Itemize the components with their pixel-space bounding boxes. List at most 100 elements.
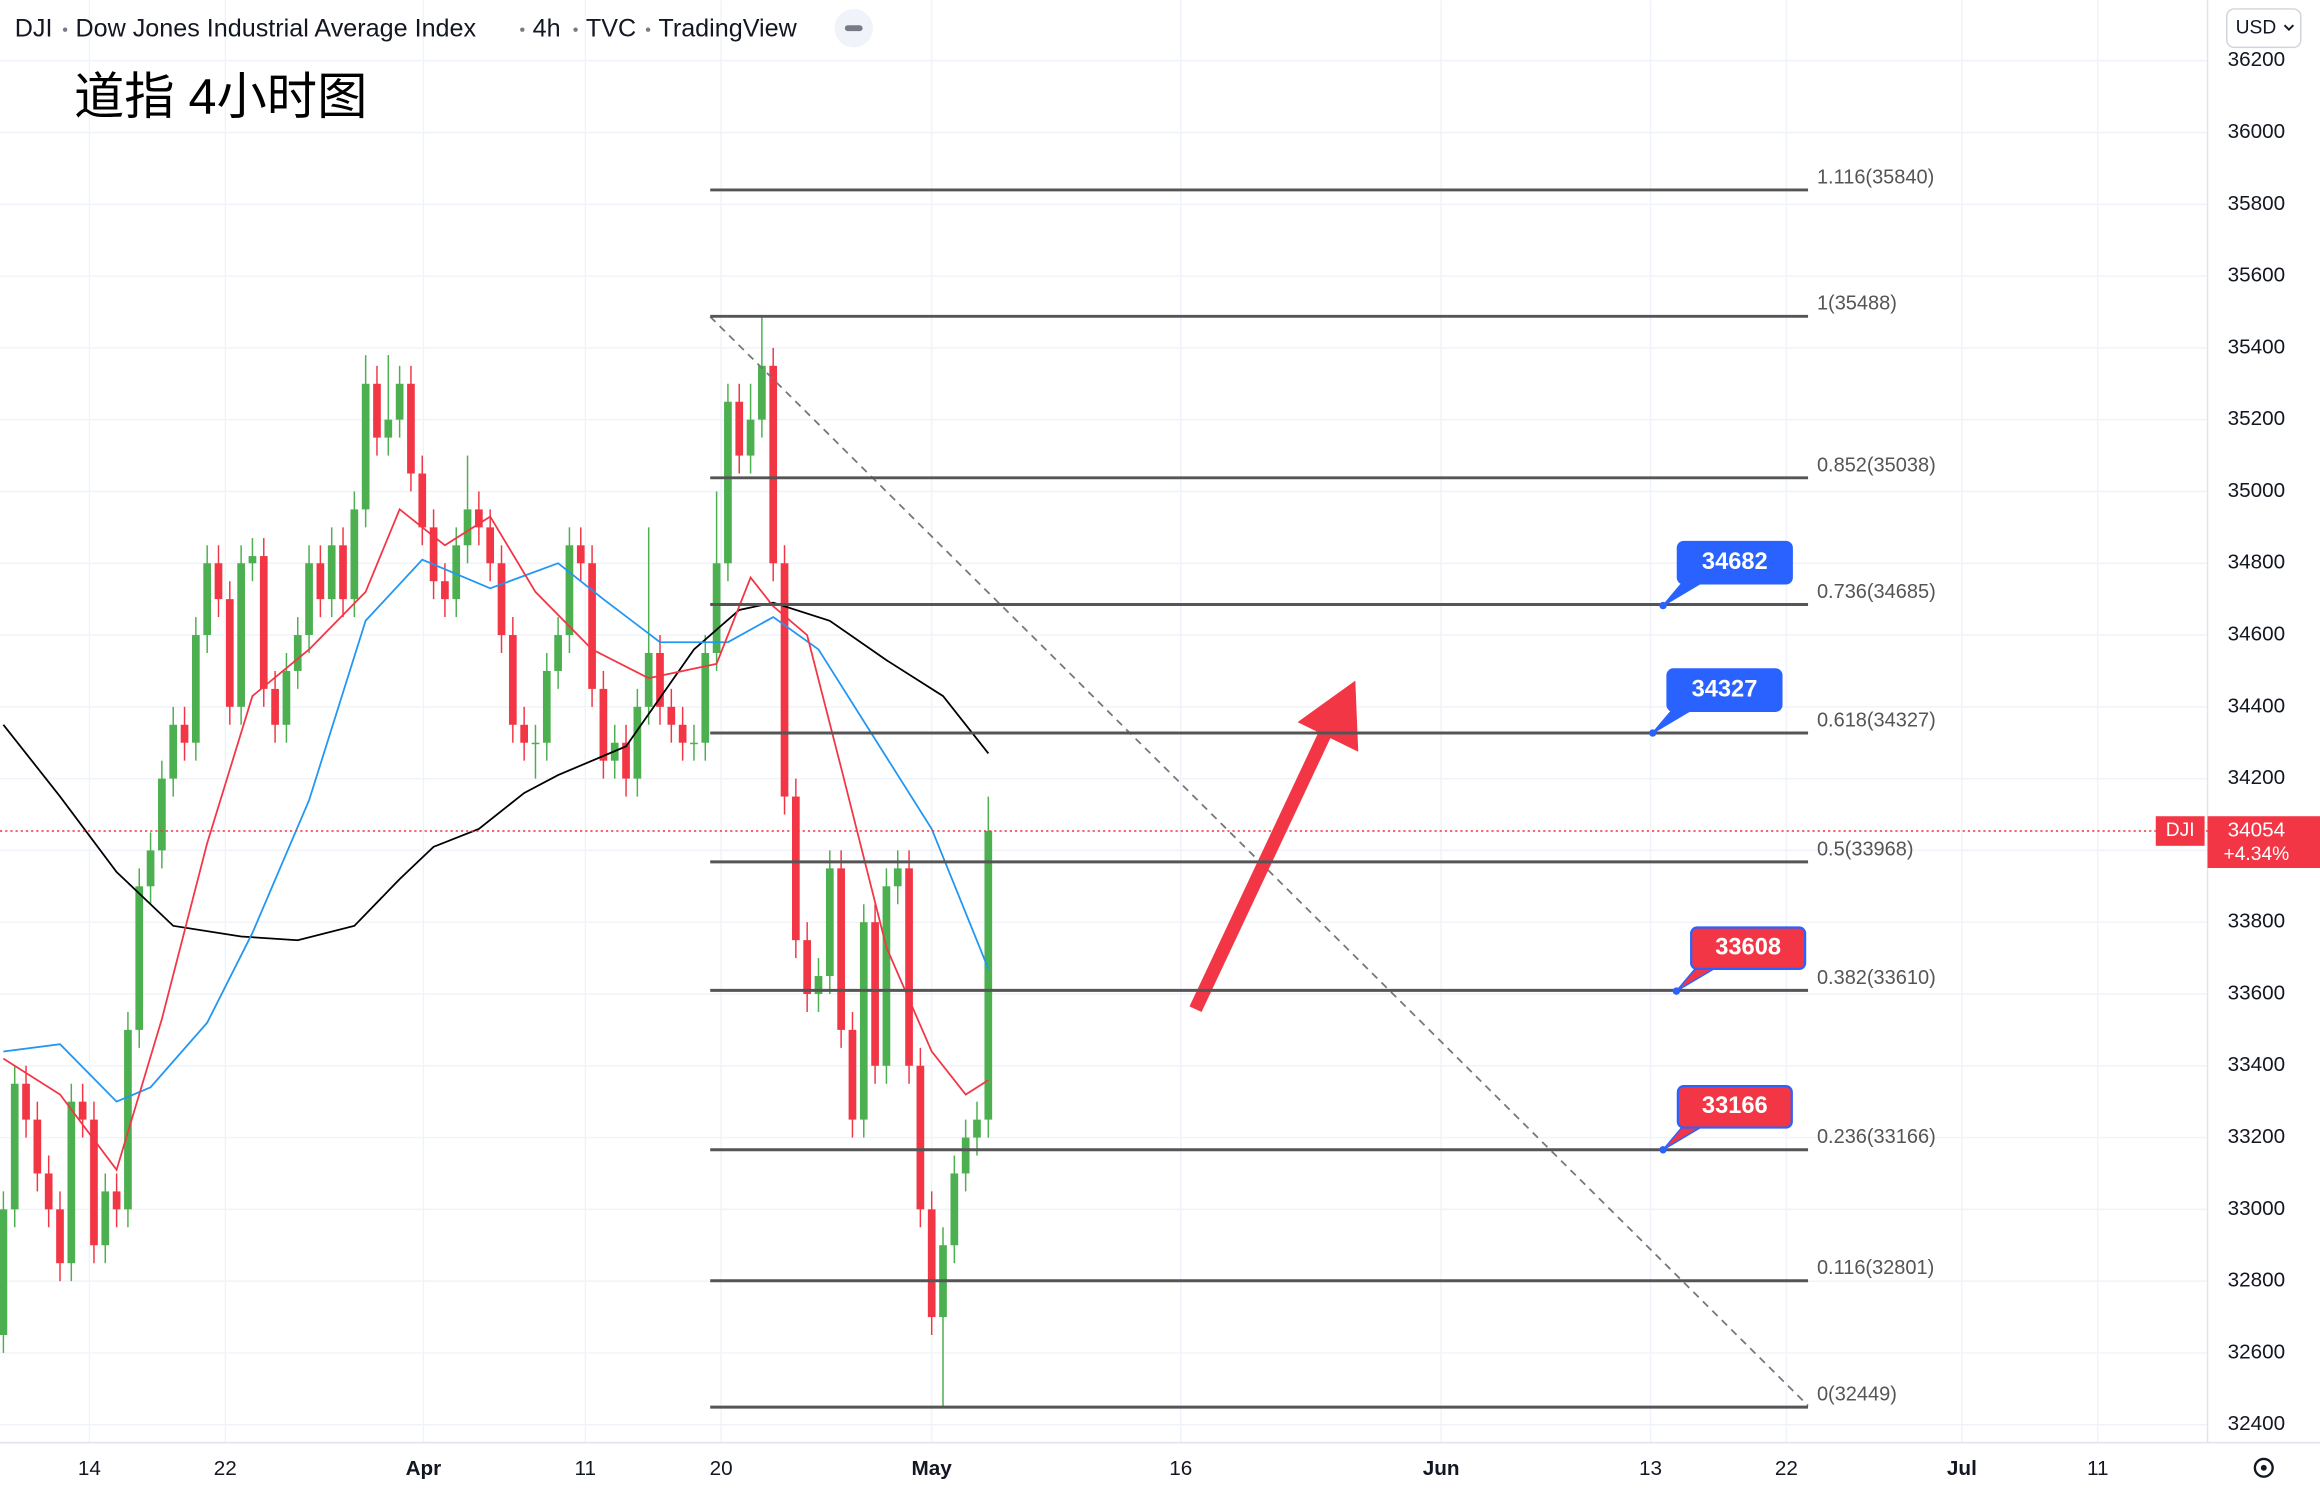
candle-body	[429, 527, 438, 582]
candle-body	[588, 563, 596, 689]
currency-button[interactable]: USD	[2226, 8, 2302, 49]
candle-body	[67, 1101, 76, 1264]
candle-body	[463, 509, 472, 546]
collapse-icon[interactable]	[844, 25, 863, 32]
callout-box	[1666, 668, 1783, 712]
fib-label: 0.736(34685)	[1817, 581, 1936, 603]
candle-body	[203, 563, 212, 636]
candle-body	[282, 670, 291, 725]
fib-label: 0.382(33610)	[1817, 967, 1936, 989]
callout-label: 34327	[1692, 676, 1758, 702]
candle-body	[327, 545, 336, 600]
x-tick-label: 13	[1639, 1457, 1662, 1480]
callout-anchor	[1659, 601, 1667, 610]
last-price-change: +4.34%	[2224, 844, 2290, 865]
currency-button-bg[interactable]	[2226, 8, 2302, 49]
candle-body	[316, 563, 325, 600]
x-tick-label: Jul	[1947, 1457, 1977, 1480]
y-tick-label: 35800	[2228, 192, 2286, 215]
candle-body	[825, 868, 834, 977]
callout-box	[1676, 1085, 1793, 1129]
y-tick-label: 32600	[2228, 1340, 2286, 1363]
candle-body	[803, 940, 812, 994]
separator	[62, 27, 68, 32]
candle-body	[599, 688, 608, 761]
candle-body	[508, 635, 517, 725]
candle-body	[101, 1191, 110, 1246]
fib-label: 0.116(32801)	[1817, 1257, 1934, 1279]
x-tick-label: 11	[2087, 1457, 2109, 1480]
callout-label: 33166	[1702, 1093, 1768, 1119]
candle-body	[758, 365, 766, 420]
candle-body	[667, 706, 676, 725]
y-tick-label: 33800	[2228, 910, 2286, 933]
y-tick-label: 33000	[2228, 1197, 2286, 1220]
source: TradingView	[658, 14, 797, 42]
candle-body	[497, 563, 506, 636]
y-tick-label: 34200	[2228, 766, 2286, 789]
candle-body	[927, 1209, 936, 1318]
chart-title: 道指 4小时图	[74, 68, 367, 125]
candle-body	[10, 1083, 19, 1210]
candle-body	[724, 401, 732, 564]
y-tick-label: 36200	[2228, 48, 2286, 71]
separator	[645, 27, 651, 32]
y-tick-label: 35600	[2228, 264, 2286, 287]
x-tick-label: Jun	[1423, 1457, 1460, 1480]
candle-body	[554, 635, 562, 671]
candle-body	[225, 599, 234, 707]
fib-label: 0.236(33166)	[1817, 1126, 1936, 1148]
callout-anchor	[1659, 1146, 1667, 1154]
candle-body	[859, 922, 868, 1120]
candle-body	[452, 545, 461, 600]
candle-body	[893, 868, 902, 887]
candle-body	[475, 509, 483, 528]
x-tick-label: 20	[710, 1457, 733, 1480]
last-price-tag	[2207, 816, 2320, 869]
candle-body	[22, 1083, 30, 1120]
x-tick-label: 16	[1169, 1457, 1192, 1480]
moving-average	[3, 558, 990, 1103]
candle-body	[905, 868, 913, 1066]
candle-body	[56, 1209, 64, 1264]
settings-icon[interactable]	[2253, 1457, 2274, 1478]
y-tick-label: 35000	[2228, 479, 2286, 502]
y-tick-label: 36000	[2228, 120, 2286, 143]
y-tick-label: 35400	[2228, 335, 2286, 358]
candle-body	[33, 1119, 42, 1174]
currency-caret[interactable]	[2283, 24, 2295, 32]
candle-body	[882, 886, 891, 1066]
candle-body	[712, 563, 721, 653]
moving-average	[2, 507, 989, 1172]
candle-body	[780, 563, 789, 797]
settings-icon-center[interactable]	[2260, 1464, 2267, 1471]
candle-body	[339, 545, 347, 600]
candle-body	[78, 1101, 87, 1120]
candle-body	[973, 1119, 981, 1138]
candle-body	[656, 652, 664, 707]
collapse-button[interactable]	[834, 8, 873, 48]
fib-label: 1.116(35840)	[1817, 166, 1934, 188]
callout-label: 33608	[1715, 934, 1781, 960]
candle-body	[135, 886, 144, 1030]
grid	[0, 0, 2208, 1443]
candle-body	[678, 724, 687, 743]
callout-box	[1690, 926, 1807, 971]
last-price-symbol-bg	[2155, 816, 2205, 846]
y-tick-label: 33200	[2228, 1125, 2286, 1148]
candle-body	[259, 556, 268, 689]
candle-body	[44, 1173, 53, 1210]
fib-label: 0(32449)	[1817, 1384, 1897, 1406]
candle-body	[248, 556, 257, 564]
fib-label: 0.618(34327)	[1817, 709, 1936, 731]
candle-body	[384, 419, 393, 438]
candle-body	[633, 706, 642, 779]
currency[interactable]: USD	[2236, 17, 2277, 38]
settings-button[interactable]	[2253, 1457, 2274, 1478]
candle-body	[214, 563, 223, 600]
candle-body	[746, 419, 755, 456]
x-tick-label: 11	[575, 1457, 597, 1480]
candle-body	[792, 796, 800, 941]
